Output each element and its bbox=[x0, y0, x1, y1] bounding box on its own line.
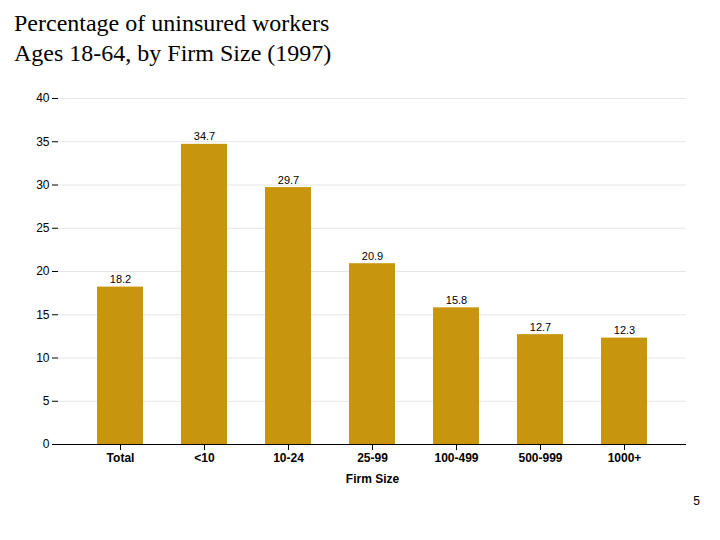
svg-text:<10: <10 bbox=[194, 451, 215, 465]
svg-text:Firm Size: Firm Size bbox=[346, 472, 400, 486]
svg-text:30: 30 bbox=[36, 178, 50, 192]
svg-text:5: 5 bbox=[43, 394, 50, 408]
svg-text:100-499: 100-499 bbox=[434, 451, 478, 465]
svg-text:40: 40 bbox=[36, 91, 50, 105]
svg-text:20.9: 20.9 bbox=[362, 250, 383, 262]
svg-text:10: 10 bbox=[36, 351, 50, 365]
svg-text:500-999: 500-999 bbox=[518, 451, 562, 465]
svg-text:20: 20 bbox=[36, 264, 50, 278]
svg-text:Total: Total bbox=[107, 451, 135, 465]
html-text:Percentage of uninsured worker: Percentage of uninsured workers bbox=[14, 10, 330, 36]
html-text:Ages 18-64, by Firm Size (1997: Ages 18-64, by Firm Size (1997) bbox=[14, 40, 332, 66]
svg-text:29.7: 29.7 bbox=[278, 174, 299, 186]
svg-text:12.7: 12.7 bbox=[530, 321, 551, 333]
svg-text:25-99: 25-99 bbox=[357, 451, 388, 465]
svg-text:35: 35 bbox=[36, 135, 50, 149]
svg-text:1000+: 1000+ bbox=[608, 451, 642, 465]
svg-text:0: 0 bbox=[43, 437, 50, 451]
svg-text:12.3: 12.3 bbox=[614, 324, 635, 336]
svg-text:15.8: 15.8 bbox=[446, 294, 467, 306]
svg-text:18.2: 18.2 bbox=[110, 273, 131, 285]
svg-text:15: 15 bbox=[36, 308, 50, 322]
svg-text:10-24: 10-24 bbox=[273, 451, 304, 465]
svg-text:34.7: 34.7 bbox=[194, 130, 215, 142]
svg-text:25: 25 bbox=[36, 221, 50, 235]
html-text:5: 5 bbox=[693, 494, 700, 508]
